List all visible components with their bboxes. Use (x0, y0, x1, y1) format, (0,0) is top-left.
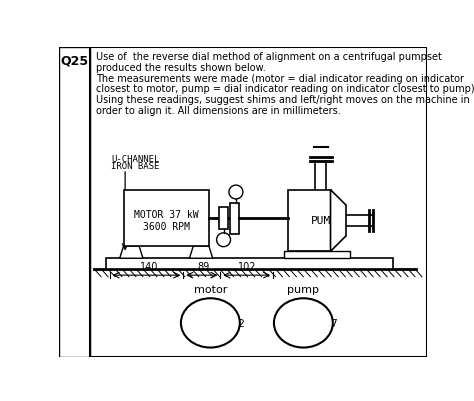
Text: motor: motor (194, 285, 227, 295)
Bar (219, 208, 228, 229)
Bar (106, 259, 392, 269)
Text: +0.97: +0.97 (307, 318, 338, 328)
Text: 3600 RPM: 3600 RPM (143, 222, 190, 232)
Text: order to align it. All dimensions are in millimeters.: order to align it. All dimensions are in… (96, 106, 340, 116)
Text: 140: 140 (139, 262, 158, 271)
Polygon shape (120, 246, 143, 259)
Bar (284, 252, 350, 259)
Text: +2.92: +2.92 (193, 332, 228, 342)
Bar (59, 48, 90, 357)
Text: IRON BASE: IRON BASE (111, 162, 160, 171)
Polygon shape (190, 246, 213, 259)
Text: +1.78: +1.78 (189, 318, 220, 328)
Text: produced the results shown below.: produced the results shown below. (96, 63, 265, 73)
Text: U-CHANNEL: U-CHANNEL (111, 154, 160, 163)
Text: Using these readings, suggest shims and left/right moves on the machine in: Using these readings, suggest shims and … (96, 95, 469, 105)
Text: 89: 89 (197, 262, 210, 271)
Text: 0: 0 (207, 304, 214, 314)
Bar (230, 203, 239, 234)
Text: +1.32: +1.32 (213, 318, 246, 328)
Text: 0: 0 (300, 304, 307, 314)
Text: 102: 102 (237, 262, 256, 271)
Ellipse shape (274, 298, 333, 348)
Text: PUMP: PUMP (311, 216, 338, 226)
Bar (124, 191, 209, 246)
Circle shape (229, 186, 243, 199)
Ellipse shape (181, 298, 240, 348)
Text: +0.13: +0.13 (282, 318, 313, 328)
Text: closest to motor, pump = dial indicator reading on indicator closest to pump):: closest to motor, pump = dial indicator … (96, 84, 474, 94)
Text: Use of  the reverse dial method of alignment on a centrifugal pumpset: Use of the reverse dial method of alignm… (96, 52, 442, 62)
Polygon shape (330, 190, 346, 252)
Text: Q25: Q25 (61, 54, 89, 67)
Bar (288, 190, 330, 252)
Text: pump: pump (287, 285, 319, 295)
Text: MOTOR 37 kW: MOTOR 37 kW (134, 209, 199, 219)
Text: +1.22: +1.22 (286, 332, 320, 342)
Circle shape (217, 233, 230, 247)
Text: The measurements were made (motor = dial indicator reading on indicator: The measurements were made (motor = dial… (96, 73, 464, 83)
